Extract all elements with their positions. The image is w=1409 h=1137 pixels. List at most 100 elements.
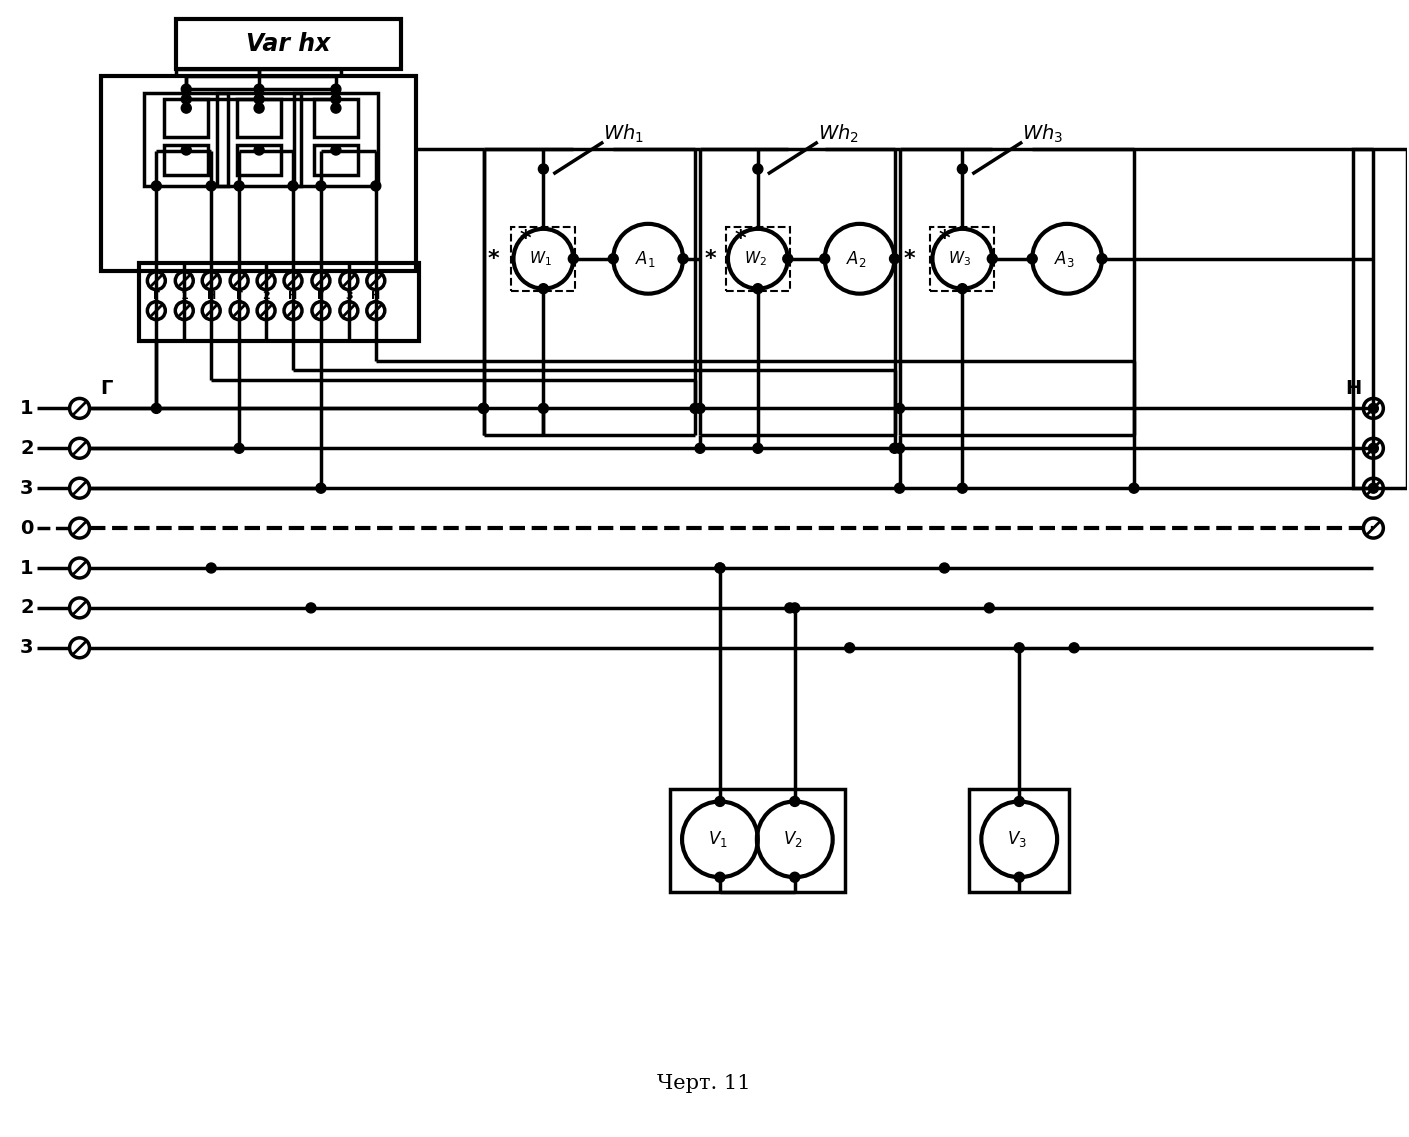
Circle shape — [695, 443, 704, 454]
Text: 2: 2 — [20, 439, 34, 458]
Bar — [237, 99, 280, 138]
Circle shape — [752, 164, 762, 174]
Circle shape — [331, 146, 341, 155]
Bar — [101, 76, 416, 271]
Text: 1: 1 — [20, 558, 34, 578]
Text: Г: Г — [100, 379, 113, 398]
Circle shape — [1368, 483, 1378, 493]
Text: *: * — [903, 249, 916, 268]
Circle shape — [182, 94, 192, 105]
Circle shape — [790, 796, 800, 806]
Bar — [165, 99, 209, 138]
Circle shape — [609, 254, 619, 264]
Text: *: * — [734, 229, 745, 249]
Text: $Wh_3$: $Wh_3$ — [1022, 123, 1064, 146]
Circle shape — [151, 404, 161, 414]
Circle shape — [785, 603, 795, 613]
Circle shape — [182, 146, 192, 155]
Bar — [165, 146, 209, 175]
Text: $A_3$: $A_3$ — [1054, 249, 1075, 268]
Circle shape — [287, 181, 297, 191]
Text: $V_1$: $V_1$ — [709, 829, 728, 849]
Text: *: * — [488, 249, 499, 268]
Text: $A_1$: $A_1$ — [635, 249, 655, 268]
Text: 0: 0 — [20, 518, 34, 538]
Circle shape — [538, 404, 548, 414]
Bar — [294, 93, 378, 186]
Text: Н: Н — [1346, 379, 1361, 398]
Circle shape — [752, 284, 762, 293]
Circle shape — [940, 563, 950, 573]
Bar — [726, 227, 790, 291]
Bar — [217, 93, 302, 186]
Text: *: * — [704, 249, 716, 268]
Circle shape — [678, 254, 688, 264]
Circle shape — [895, 483, 905, 493]
Circle shape — [957, 284, 968, 293]
Bar — [969, 789, 1069, 893]
Bar — [237, 146, 280, 175]
Circle shape — [714, 563, 726, 573]
Circle shape — [985, 603, 995, 613]
Circle shape — [695, 404, 704, 414]
Circle shape — [479, 404, 489, 414]
Text: Н: Н — [207, 291, 216, 300]
Circle shape — [182, 103, 192, 113]
Circle shape — [331, 94, 341, 105]
Circle shape — [306, 603, 316, 613]
Circle shape — [889, 254, 899, 264]
Circle shape — [1098, 254, 1107, 264]
Text: $Wh_1$: $Wh_1$ — [603, 123, 644, 146]
Text: *: * — [520, 229, 531, 249]
Bar — [671, 789, 844, 893]
Circle shape — [206, 563, 216, 573]
Circle shape — [538, 164, 548, 174]
Circle shape — [1014, 642, 1024, 653]
Circle shape — [568, 254, 578, 264]
Circle shape — [206, 181, 216, 191]
Circle shape — [254, 103, 263, 113]
Circle shape — [234, 181, 244, 191]
Circle shape — [714, 563, 726, 573]
Bar — [139, 263, 418, 341]
Circle shape — [790, 872, 800, 882]
Bar — [511, 227, 575, 291]
Circle shape — [889, 443, 899, 454]
Text: 2: 2 — [20, 598, 34, 617]
Circle shape — [254, 146, 263, 155]
Circle shape — [479, 404, 489, 414]
Circle shape — [254, 84, 263, 94]
Text: *: * — [938, 229, 950, 249]
Circle shape — [957, 483, 968, 493]
Text: 3: 3 — [20, 479, 34, 498]
Circle shape — [316, 181, 325, 191]
Circle shape — [316, 483, 325, 493]
Text: $A_2$: $A_2$ — [847, 249, 867, 268]
Circle shape — [895, 404, 905, 414]
Text: $V_2$: $V_2$ — [783, 829, 803, 849]
Bar — [930, 227, 995, 291]
Bar — [314, 99, 358, 138]
Text: Н: Н — [371, 291, 380, 300]
Circle shape — [151, 181, 161, 191]
Text: Черт. 11: Черт. 11 — [657, 1074, 751, 1094]
Circle shape — [182, 84, 192, 94]
Circle shape — [714, 796, 726, 806]
Circle shape — [1027, 254, 1037, 264]
Text: 3: 3 — [345, 291, 352, 300]
Text: 1: 1 — [180, 291, 189, 300]
Circle shape — [1069, 642, 1079, 653]
Text: $W_3$: $W_3$ — [948, 249, 971, 268]
Circle shape — [988, 254, 998, 264]
Text: $V_3$: $V_3$ — [1007, 829, 1027, 849]
Text: 2: 2 — [262, 291, 271, 300]
Text: $W_1$: $W_1$ — [528, 249, 552, 268]
Text: Н: Н — [289, 291, 297, 300]
Circle shape — [1368, 404, 1378, 414]
Circle shape — [331, 84, 341, 94]
Text: Var hx: Var hx — [245, 32, 330, 57]
Circle shape — [371, 181, 380, 191]
Text: 1: 1 — [20, 399, 34, 418]
Text: Г: Г — [317, 291, 324, 300]
Circle shape — [714, 872, 726, 882]
